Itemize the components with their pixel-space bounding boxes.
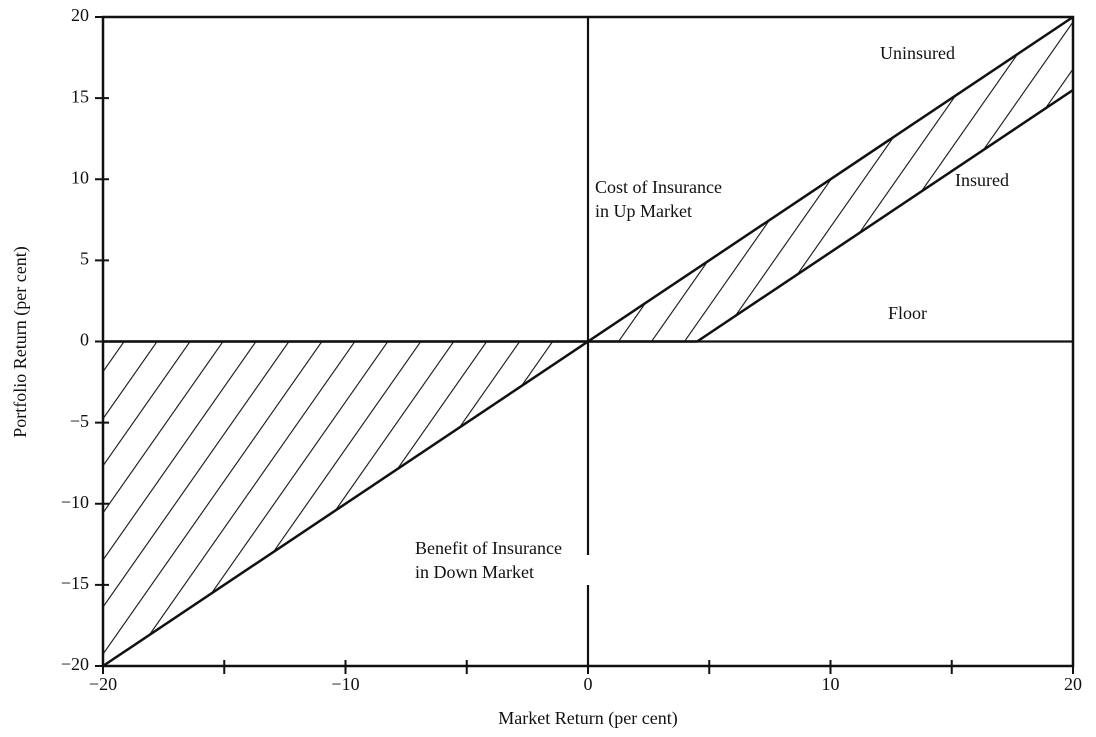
y-tick-label: −5 <box>70 411 89 431</box>
annotation: Benefit of Insurance <box>415 538 562 558</box>
annotation-backdrop <box>573 555 613 585</box>
x-tick-label: −10 <box>331 674 359 694</box>
x-axis-label: Market Return (per cent) <box>498 708 677 729</box>
annotation: Floor <box>888 303 927 323</box>
annotation: in Down Market <box>415 562 534 582</box>
series-line <box>103 88 1074 343</box>
y-tick-label: −20 <box>61 654 89 674</box>
x-tick-label: 10 <box>822 674 840 694</box>
y-tick-label: 5 <box>80 249 89 269</box>
annotation: Insured <box>955 170 1009 190</box>
x-tick-label: −20 <box>89 674 117 694</box>
y-axis-label: Portfolio Return (per cent) <box>10 246 31 437</box>
annotation: in Up Market <box>595 201 692 221</box>
annotation: Uninsured <box>880 43 955 63</box>
y-tick-label: 20 <box>71 5 89 25</box>
y-tick-label: 0 <box>80 330 89 350</box>
y-tick-label: −15 <box>61 573 89 593</box>
x-tick-label: 0 <box>584 674 593 694</box>
y-tick-label: 15 <box>71 86 89 106</box>
annotation: Cost of Insurance <box>595 177 722 197</box>
y-tick-label: 10 <box>71 167 89 187</box>
x-tick-label: 20 <box>1064 674 1082 694</box>
y-tick-label: −10 <box>61 492 89 512</box>
